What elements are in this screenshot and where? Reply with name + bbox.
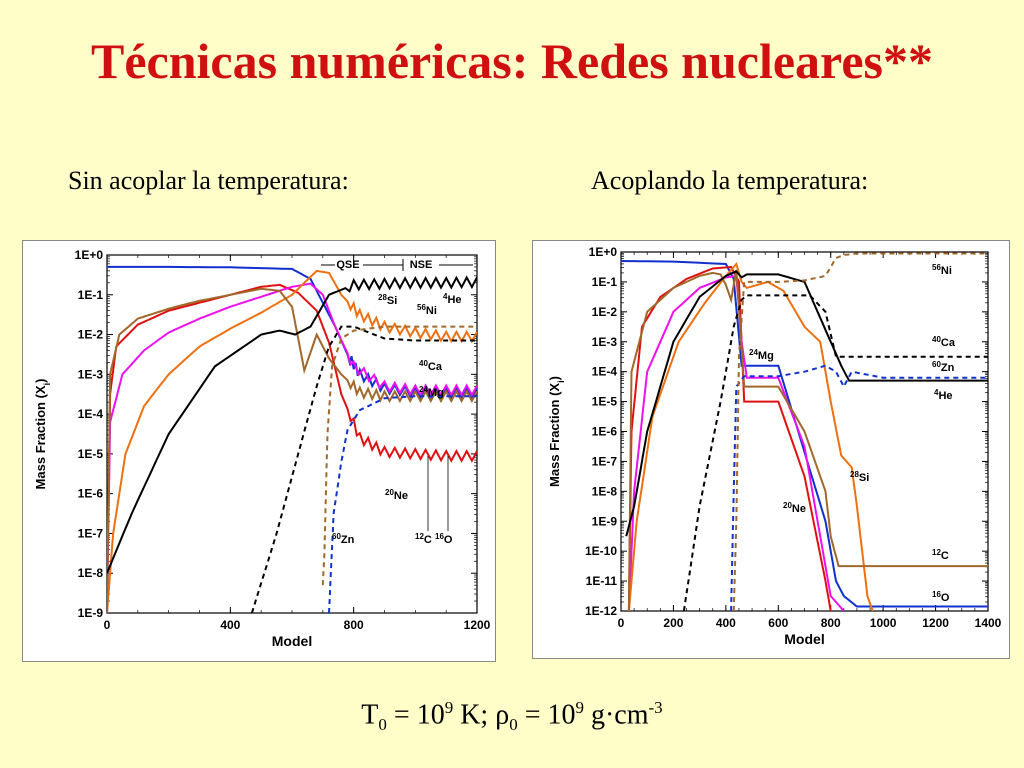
- y-tick-label: 1E-2: [78, 328, 104, 342]
- slide-title: Técnicas numéricas: Redes nucleares**: [90, 33, 934, 89]
- y-tick-label: 1E-1: [78, 288, 104, 302]
- y-tick-label: 1E+0: [75, 248, 104, 262]
- annotation-label: QSE: [336, 259, 359, 271]
- y-tick-label: 1E-3: [592, 335, 618, 349]
- x-tick-label: 1000: [870, 616, 897, 630]
- series-line: [627, 269, 988, 611]
- series-line: [732, 252, 988, 611]
- series-line: [730, 364, 988, 611]
- species-label: 60Zn: [932, 360, 955, 375]
- y-tick-label: 1E-12: [585, 604, 617, 618]
- x-tick-label: 800: [821, 616, 841, 630]
- x-tick-label: 1200: [464, 618, 491, 632]
- series-line: [328, 395, 477, 613]
- species-label: 12C: [932, 548, 949, 563]
- series-line: [107, 287, 477, 613]
- series-line: [321, 325, 477, 586]
- density-unit: g·cm: [583, 699, 649, 731]
- series-line: [107, 275, 477, 574]
- y-tick-label: 1E+0: [589, 245, 618, 259]
- temperature-symbol: T: [361, 699, 379, 731]
- y-tick-label: 1E-5: [78, 447, 104, 461]
- species-label: 4He: [934, 388, 953, 403]
- series-line: [250, 325, 477, 613]
- series-group: [107, 265, 477, 613]
- subtitle-right: Acoplando la temperatura:: [591, 166, 869, 195]
- density-exponent: 9: [575, 698, 584, 717]
- species-label: 40Ca: [932, 335, 956, 350]
- species-label: 24Mg: [749, 348, 774, 363]
- y-tick-label: 1E-10: [585, 544, 617, 558]
- y-tick-label: 1E-4: [78, 407, 104, 421]
- y-tick-label: 1E-6: [592, 425, 618, 439]
- x-tick-label: 400: [220, 618, 240, 632]
- subtitle-left: Sin acoplar la temperatura:: [68, 166, 349, 195]
- y-tick-label: 1E-6: [78, 487, 104, 501]
- x-tick-label: 400: [716, 616, 736, 630]
- chart-right-panel: 1E+0 1E-1 1E-2 1E-3 1E-4 1E-5 1E-6 1E-7 1E-8 1E-9…: [532, 240, 1010, 659]
- series-group: [621, 252, 988, 611]
- y-tick-label: 1E-5: [592, 395, 618, 409]
- x-tick-label: 800: [344, 618, 364, 632]
- y-tick-label: 1E-8: [592, 484, 618, 498]
- x-tick-label: 0: [618, 616, 625, 630]
- y-tick-label: 1E-8: [78, 566, 104, 580]
- species-label: 20Ne: [385, 488, 408, 503]
- series-line: [682, 294, 988, 611]
- species-label: 28Si: [850, 470, 869, 485]
- series-line: [107, 282, 477, 613]
- species-label: 56Ni: [417, 303, 437, 318]
- x-tick-label: 0: [104, 618, 111, 632]
- series-line: [107, 269, 477, 613]
- y-tick-label: 1E-7: [78, 526, 104, 540]
- species-label: 40Ca: [419, 359, 443, 374]
- x-axis-label: Model: [272, 633, 312, 649]
- species-label: 24Mg: [419, 385, 444, 400]
- y-tick-label: 1E-9: [592, 514, 618, 528]
- series-line: [627, 265, 832, 611]
- x-tick-label: 1400: [975, 616, 1002, 630]
- y-tick-label: 1E-9: [78, 606, 104, 620]
- temperature-equals: = 10: [386, 699, 445, 731]
- initial-conditions-formula: T0 = 109 K; ρ0 = 109 g·cm-3: [0, 698, 1024, 735]
- annotation-label: NSE: [410, 259, 433, 271]
- y-tick-label: 1E-11: [586, 574, 618, 588]
- species-label: 16O: [932, 590, 950, 605]
- y-tick-label: 1E-3: [78, 367, 104, 381]
- species-label: 12C: [415, 532, 432, 547]
- y-tick-label: 1E-2: [592, 305, 618, 319]
- y-axis-label: Mass Fraction (Xi): [547, 376, 566, 487]
- y-axis-label: Mass Fraction (Xi): [33, 379, 52, 490]
- species-label: 20Ne: [783, 501, 806, 516]
- density-symbol: ρ: [495, 699, 510, 731]
- temperature-unit: K;: [453, 699, 496, 731]
- species-label: 4He: [443, 292, 462, 307]
- density-equals: = 10: [517, 699, 576, 731]
- x-tick-label: 1200: [922, 616, 949, 630]
- chart-left-panel: 1E+0 1E-1 1E-2 1E-3 1E-4 1E-5 1E-6 1E-7 1E-8 1E-9…: [22, 240, 496, 662]
- density-unit-exponent: -3: [648, 698, 663, 717]
- y-tick-label: 1E-4: [592, 365, 618, 379]
- chart-left: 1E+0 1E-1 1E-2 1E-3 1E-4 1E-5 1E-6 1E-7 1E-8 1E-9…: [33, 248, 491, 649]
- x-tick-label: 200: [663, 616, 683, 630]
- species-label: 56Ni: [932, 263, 952, 278]
- temperature-exponent: 9: [444, 698, 454, 717]
- species-label: 28Si: [378, 293, 397, 308]
- temperature-subscript: 0: [378, 714, 387, 734]
- x-tick-label: 600: [768, 616, 788, 630]
- density-subscript: 0: [509, 714, 518, 734]
- chart-right: 1E+0 1E-1 1E-2 1E-3 1E-4 1E-5 1E-6 1E-7 1E-8 1E-9…: [547, 245, 1002, 647]
- y-tick-label: 1E-7: [592, 454, 618, 468]
- y-tick-label: 1E-1: [592, 275, 618, 289]
- series-line: [625, 270, 988, 537]
- species-label: 60Zn: [332, 532, 355, 547]
- x-axis-label: Model: [784, 631, 824, 647]
- species-label: 16O: [435, 532, 453, 547]
